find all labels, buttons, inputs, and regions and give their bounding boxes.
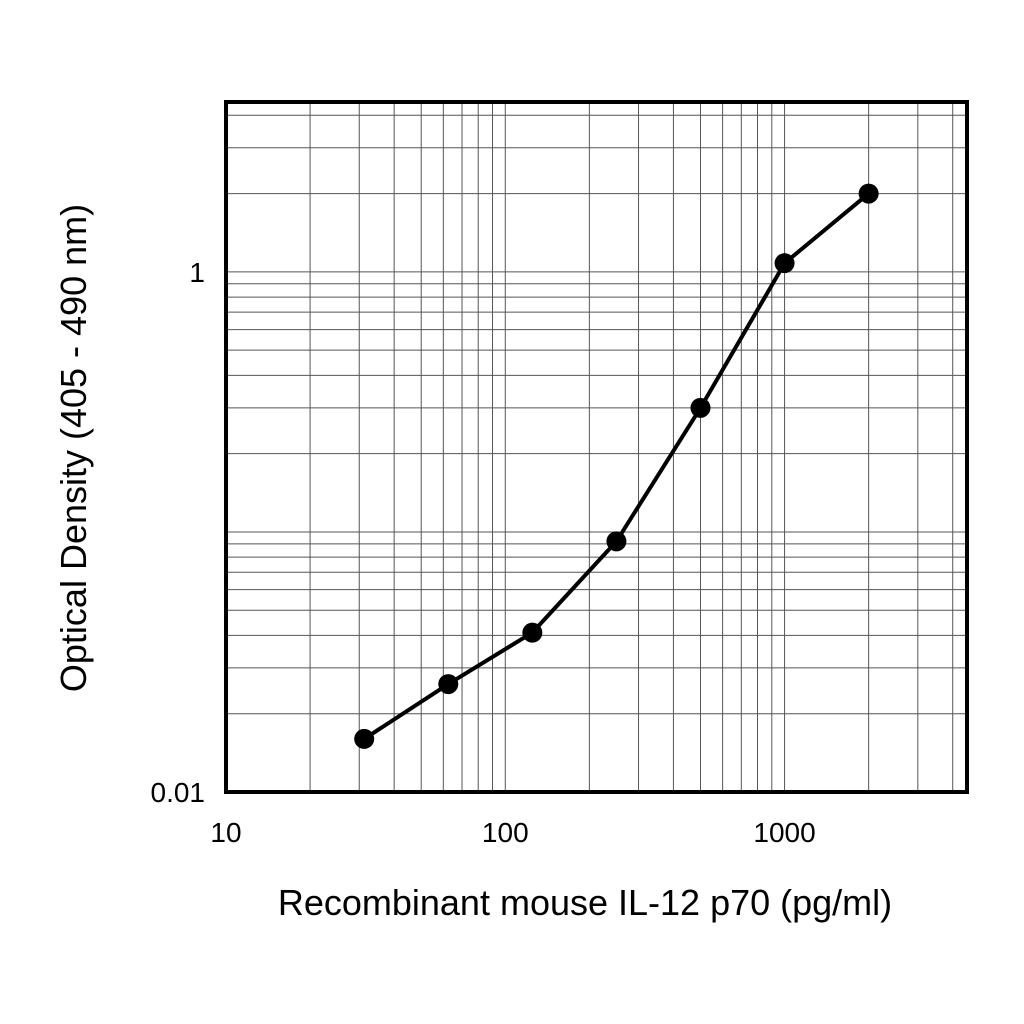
data-point: [690, 397, 711, 418]
x-axis-ticks: 10 100 1000: [210, 817, 815, 848]
y-axis-title: Optical Density (405 - 490 nm): [53, 204, 94, 692]
data-points: [354, 183, 879, 749]
grid-lines: [226, 102, 967, 792]
data-point: [522, 622, 543, 643]
x-tick-label: 100: [482, 817, 529, 848]
data-point: [606, 531, 627, 552]
plot-area-frame: [224, 100, 969, 794]
data-point: [774, 253, 795, 274]
y-tick-label: 1: [189, 257, 205, 288]
y-axis-ticks: 0.01 1: [151, 257, 206, 808]
data-point: [354, 728, 375, 749]
x-axis-title: Recombinant mouse IL-12 p70 (pg/ml): [278, 882, 892, 923]
data-point: [858, 183, 879, 204]
y-tick-label: 0.01: [151, 777, 206, 808]
x-tick-label: 10: [210, 817, 241, 848]
series-line: [363, 192, 870, 741]
data-point: [438, 674, 459, 695]
x-tick-label: 1000: [753, 817, 815, 848]
